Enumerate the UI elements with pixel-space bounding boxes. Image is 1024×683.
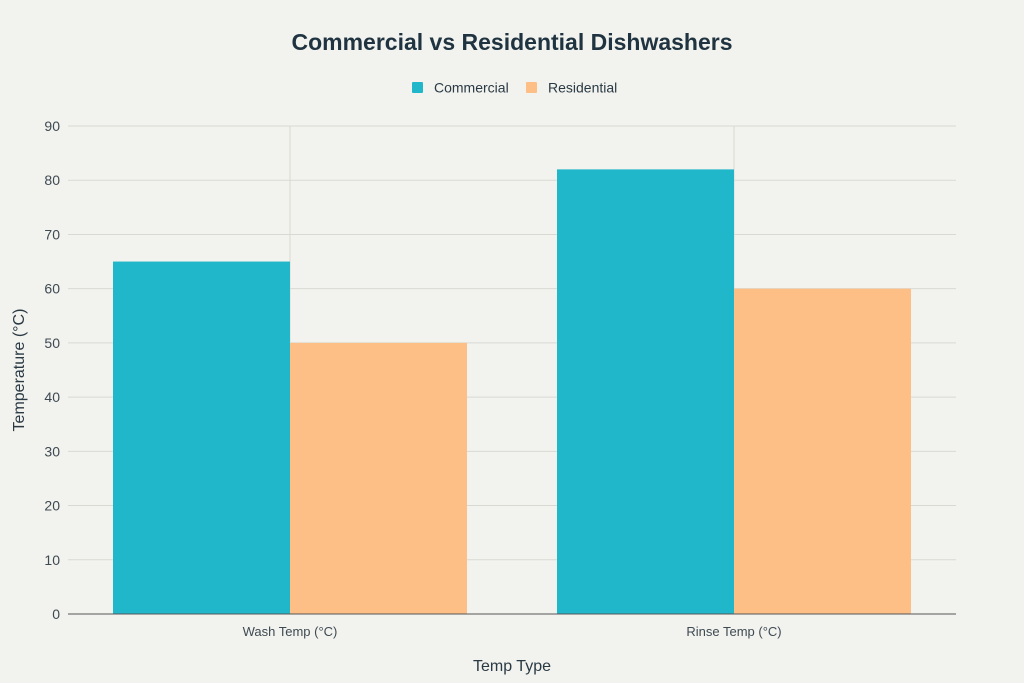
y-tick-label: 60 <box>44 281 60 297</box>
bars <box>113 169 911 614</box>
y-tick-label: 30 <box>44 443 60 459</box>
y-tick-label: 10 <box>44 552 60 568</box>
x-tick-label: Wash Temp (°C) <box>243 624 338 639</box>
y-tick-label: 0 <box>52 606 60 622</box>
legend: Commercial Residential <box>412 80 617 96</box>
y-tick-label: 70 <box>44 226 60 242</box>
legend-label-residential: Residential <box>548 80 617 96</box>
y-axis-title: Temperature (°C) <box>11 309 28 432</box>
y-axis-ticks: 0 10 20 30 40 50 60 70 80 90 <box>44 118 60 622</box>
legend-swatch-residential <box>526 82 537 93</box>
y-tick-label: 20 <box>44 498 60 514</box>
x-axis-title: Temp Type <box>473 658 551 675</box>
y-tick-label: 90 <box>44 118 60 134</box>
y-tick-label: 40 <box>44 389 60 405</box>
bar-residential-0[interactable] <box>290 342 467 614</box>
x-axis-ticks: Wash Temp (°C) Rinse Temp (°C) <box>243 624 782 639</box>
legend-label-commercial: Commercial <box>434 80 509 96</box>
bar-commercial-0[interactable] <box>113 261 290 614</box>
bar-commercial-1[interactable] <box>557 169 734 614</box>
y-tick-label: 50 <box>44 335 60 351</box>
legend-swatch-commercial <box>412 82 423 93</box>
x-tick-label: Rinse Temp (°C) <box>686 624 781 639</box>
chart-title: Commercial vs Residential Dishwashers <box>291 29 732 55</box>
y-tick-label: 80 <box>44 172 60 188</box>
bar-residential-1[interactable] <box>734 288 911 614</box>
